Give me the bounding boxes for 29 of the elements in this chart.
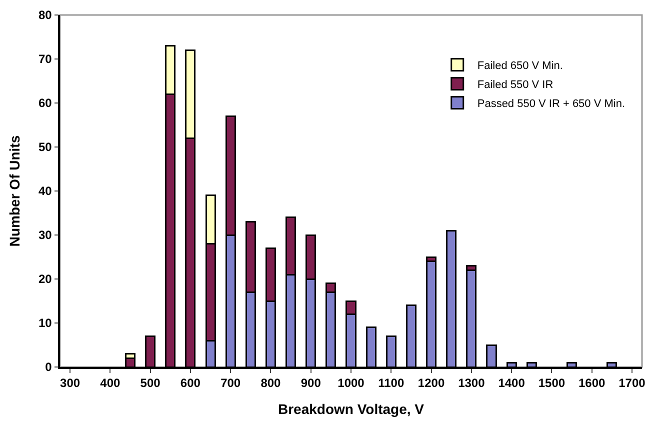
y-tick-label: 60	[38, 96, 52, 110]
x-tick-label: 1500	[538, 376, 566, 390]
x-tick-label: 800	[260, 376, 282, 390]
x-tick-label: 1700	[618, 376, 646, 390]
x-tick-label: 900	[300, 376, 322, 390]
x-tick-label: 1000	[338, 376, 365, 390]
y-tick-label: 40	[38, 184, 52, 198]
x-tick-label: 1400	[498, 376, 526, 390]
x-axis-title: Breakdown Voltage, V	[278, 400, 425, 417]
y-tick-label: 0	[45, 360, 52, 374]
x-tick-label: 1300	[458, 376, 486, 390]
x-tick-label: 700	[220, 376, 241, 390]
legend-label: Passed 550 V IR + 650 V Min.	[477, 98, 626, 110]
y-tick-label: 70	[38, 52, 52, 66]
x-tick-label: 1200	[418, 376, 445, 390]
x-tick-label: 600	[180, 376, 201, 390]
y-tick-label: 50	[38, 140, 52, 154]
y-tick-label: 30	[38, 228, 52, 242]
x-tick-label: 1100	[378, 376, 404, 390]
x-tick-label: 500	[140, 376, 161, 390]
y-tick-label: 20	[38, 272, 52, 286]
y-axis-title: Number Of Units	[6, 135, 23, 247]
y-tick-label: 80	[38, 8, 52, 22]
x-tick-label: 400	[100, 376, 120, 390]
x-tick-label: 300	[60, 376, 80, 390]
x-tick-label: 1600	[578, 376, 606, 390]
y-tick-label: 10	[38, 316, 52, 330]
legend-label: Failed 650 V Min.	[477, 60, 563, 72]
legend-label: Failed 550 V IR	[477, 78, 554, 91]
